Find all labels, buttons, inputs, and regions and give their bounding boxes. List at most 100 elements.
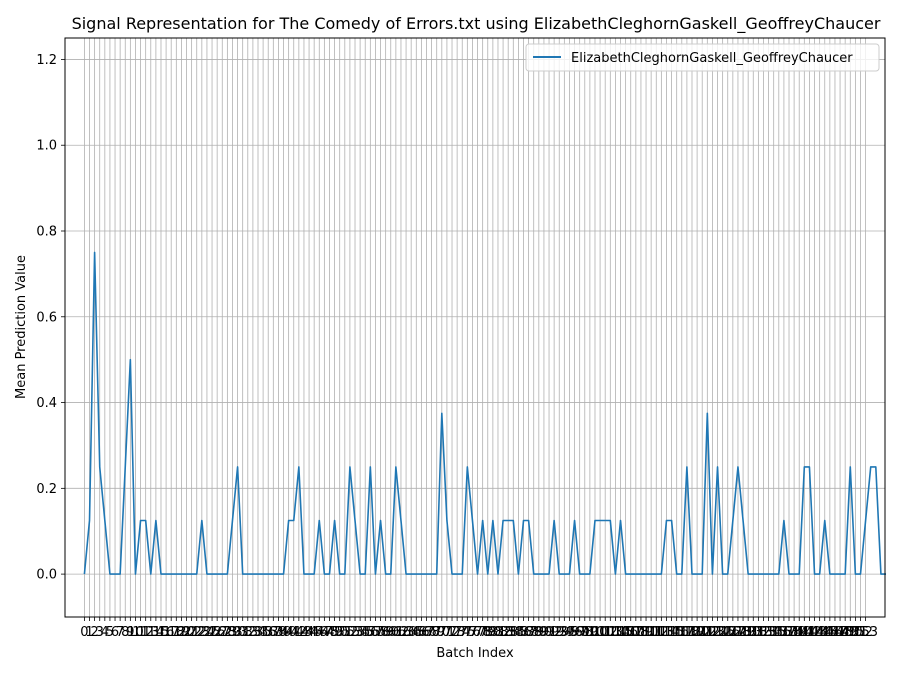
x-tick-label: 15 [153, 625, 170, 640]
x-tick-label: 38 [270, 625, 287, 640]
x-tick-label: 148 [828, 625, 853, 640]
x-tick-label: 61 [388, 625, 405, 640]
x-tick-label: 57 [367, 625, 384, 640]
x-tick-label: 150 [838, 625, 863, 640]
x-tick-label: 139 [782, 625, 807, 640]
x-tick-label: 126 [715, 625, 740, 640]
x-tick-label: 28 [219, 625, 236, 640]
x-tick-label: 131 [741, 625, 766, 640]
x-tick-label: 75 [459, 625, 476, 640]
y-tick-label: 1.0 [36, 139, 57, 154]
x-axis-ticks: 0123456789101112131415161718192021222324… [80, 617, 878, 640]
x-tick-label: 5 [106, 625, 114, 640]
x-tick-label: 25 [204, 625, 221, 640]
x-tick-label: 149 [833, 625, 858, 640]
x-tick-label: 96 [566, 625, 583, 640]
legend-box [525, 43, 880, 72]
x-tick-label: 64 [403, 625, 420, 640]
x-tick-label: 33 [245, 625, 262, 640]
x-tick-label: 87 [520, 625, 537, 640]
x-tick-label: 2 [90, 625, 98, 640]
x-tick-label: 65 [408, 625, 425, 640]
x-tick-label: 66 [413, 625, 430, 640]
x-tick-label: 22 [188, 625, 205, 640]
x-tick-label: 82 [495, 625, 512, 640]
x-tick-label: 130 [736, 625, 761, 640]
x-tick-label: 24 [199, 625, 216, 640]
x-tick-label: 111 [639, 625, 664, 640]
x-tick-label: 35 [255, 625, 272, 640]
x-tick-label: 104 [603, 625, 628, 640]
x-tick-label: 34 [250, 625, 267, 640]
x-tick-label: 30 [229, 625, 246, 640]
x-tick-label: 39 [275, 625, 292, 640]
x-tick-label: 106 [613, 625, 638, 640]
x-tick-label: 91 [541, 625, 558, 640]
x-tick-label: 0 [80, 625, 88, 640]
x-tick-label: 140 [787, 625, 812, 640]
x-tick-label: 36 [260, 625, 277, 640]
x-tick-label: 53 [347, 625, 364, 640]
x-tick-label: 63 [398, 625, 415, 640]
x-tick-label: 50 [331, 625, 348, 640]
x-tick-label: 147 [823, 625, 848, 640]
x-tick-label: 9 [126, 625, 134, 640]
x-tick-label: 31 [234, 625, 251, 640]
x-tick-label: 108 [623, 625, 648, 640]
x-tick-label: 16 [158, 625, 175, 640]
x-tick-label: 23 [194, 625, 211, 640]
x-tick-label: 32 [240, 625, 257, 640]
x-tick-label: 120 [685, 625, 710, 640]
y-axis-label: Mean Prediction Value [14, 255, 29, 399]
x-tick-label: 84 [505, 625, 522, 640]
y-axis-ticks: 0.0 0.2 0.4 0.6 0.8 1.0 1.2 [36, 53, 65, 583]
x-tick-label: 110 [634, 625, 659, 640]
x-tick-label: 133 [751, 625, 776, 640]
x-tick-label: 85 [510, 625, 527, 640]
x-tick-label: 95 [561, 625, 578, 640]
legend: ElizabethCleghornGaskell_GeoffreyChaucer [525, 43, 880, 72]
x-tick-label: 19 [173, 625, 190, 640]
x-tick-label: 98 [577, 625, 594, 640]
x-tick-label: 129 [731, 625, 756, 640]
x-tick-label: 77 [469, 625, 486, 640]
x-tick-label: 68 [423, 625, 440, 640]
x-tick-label: 44 [301, 625, 318, 640]
x-tick-label: 105 [608, 625, 633, 640]
x-tick-label: 6 [111, 625, 119, 640]
x-tick-label: 56 [362, 625, 379, 640]
x-tick-label: 69 [428, 625, 445, 640]
x-tick-label: 62 [393, 625, 410, 640]
x-tick-label: 4 [101, 625, 109, 640]
x-tick-label: 89 [531, 625, 548, 640]
x-tick-label: 128 [726, 625, 751, 640]
x-axis-label: Batch Index [436, 646, 514, 661]
x-tick-label: 90 [536, 625, 553, 640]
x-tick-label: 8 [121, 625, 129, 640]
x-tick-label: 17 [163, 625, 180, 640]
x-tick-label: 86 [515, 625, 532, 640]
x-tick-label: 40 [280, 625, 297, 640]
y-tick-label: 0.2 [36, 482, 57, 497]
plot-area-frame [64, 37, 886, 618]
x-tick-label: 143 [802, 625, 827, 640]
x-tick-label: 117 [669, 625, 694, 640]
x-tick-label: 103 [598, 625, 623, 640]
x-tick-label: 94 [556, 625, 573, 640]
x-tick-label: 92 [546, 625, 563, 640]
x-tick-label: 127 [720, 625, 745, 640]
x-tick-label: 109 [629, 625, 654, 640]
x-tick-label: 119 [680, 625, 705, 640]
x-tick-label: 99 [582, 625, 599, 640]
x-tick-label: 11 [132, 625, 149, 640]
x-tick-label: 132 [746, 625, 771, 640]
x-tick-label: 59 [377, 625, 394, 640]
x-tick-label: 115 [659, 625, 684, 640]
x-tick-label: 45 [306, 625, 323, 640]
y-gridlines [65, 59, 885, 575]
x-tick-label: 122 [695, 625, 720, 640]
x-tick-label: 100 [583, 625, 608, 640]
x-tick-label: 144 [807, 625, 832, 640]
x-tick-label: 83 [500, 625, 517, 640]
